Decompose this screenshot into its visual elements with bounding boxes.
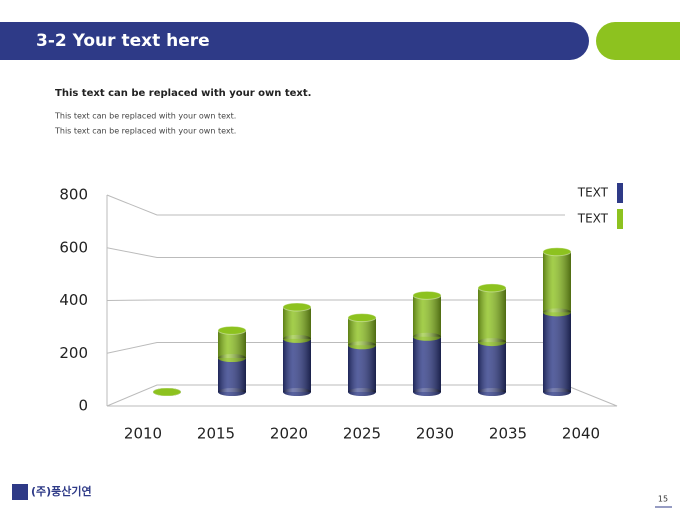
- cylinder-base-shade: [413, 388, 441, 396]
- x-tick-label: 2020: [270, 425, 308, 443]
- cylinder-top: [152, 387, 182, 397]
- cylinder-base-shade: [348, 388, 376, 396]
- cylinder-top: [412, 290, 442, 300]
- bar-shade: [478, 342, 506, 392]
- cylinder-base-shade: [218, 388, 246, 396]
- cylinder-base-shade: [283, 388, 311, 396]
- y-tick-label: 800: [59, 186, 88, 204]
- bar-shade: [283, 307, 311, 339]
- body-line: This text can be replaced with your own …: [54, 127, 236, 136]
- bar-shade: [283, 338, 311, 392]
- cylinder-base-shade: [478, 338, 506, 347]
- cylinder-base-shade: [348, 341, 376, 350]
- x-tick-label: 2025: [343, 425, 381, 443]
- legend-label: TEXT: [577, 186, 609, 200]
- y-tick-label: 200: [59, 344, 88, 362]
- x-tick-label: 2035: [489, 425, 527, 443]
- y-tick-label: 0: [78, 397, 88, 415]
- bar-shade: [218, 330, 246, 358]
- y-tick-label: 600: [59, 238, 88, 256]
- bar-shade: [218, 358, 246, 392]
- y-tick-label: 400: [59, 291, 88, 309]
- grid-line: [106, 247, 565, 258]
- legend-label: TEXT: [577, 212, 609, 226]
- bar-shade: [543, 251, 571, 313]
- x-tick-label: 2015: [197, 425, 235, 443]
- grid-line: [106, 194, 565, 216]
- x-tick-label: 2040: [562, 425, 600, 443]
- cylinder-base-shade: [218, 354, 246, 362]
- floor: [107, 384, 618, 407]
- bar-shade: [413, 336, 441, 392]
- header-bar: [0, 22, 589, 60]
- bar-shade: [478, 287, 506, 343]
- cylinder-base-shade: [478, 388, 506, 396]
- cylinder-top: [282, 302, 312, 312]
- bar-shade: [348, 317, 376, 346]
- bar-shade: [348, 345, 376, 392]
- cylinder-base-shade: [413, 332, 441, 341]
- x-tick-label: 2010: [124, 425, 162, 443]
- body-line: This text can be replaced with your own …: [54, 112, 236, 121]
- page-title: 3-2 Your text here: [36, 31, 210, 51]
- cylinder-top: [542, 247, 572, 257]
- cylinder-base-shade: [283, 334, 311, 343]
- legend-swatch: [617, 183, 623, 203]
- logo-icon: [12, 484, 28, 500]
- legend-swatch: [617, 209, 623, 229]
- cylinder-top: [347, 313, 377, 323]
- cylinder-top: [217, 325, 247, 335]
- header-accent: [596, 22, 680, 60]
- cylinder-base-shade: [543, 388, 571, 396]
- heading: This text can be replaced with your own …: [55, 88, 311, 99]
- page-number: 15: [658, 495, 668, 504]
- cylinder-top: [477, 283, 507, 293]
- cylinder-base-shade: [543, 308, 571, 317]
- logo-text: (주)풍산기연: [31, 484, 92, 498]
- bar-shade: [543, 312, 571, 392]
- x-tick-label: 2030: [416, 425, 454, 443]
- bar-shade: [413, 295, 441, 337]
- chart: 0 200 400 600 800 2010 2015 2020 2025 2030 2035 204…: [59, 183, 623, 443]
